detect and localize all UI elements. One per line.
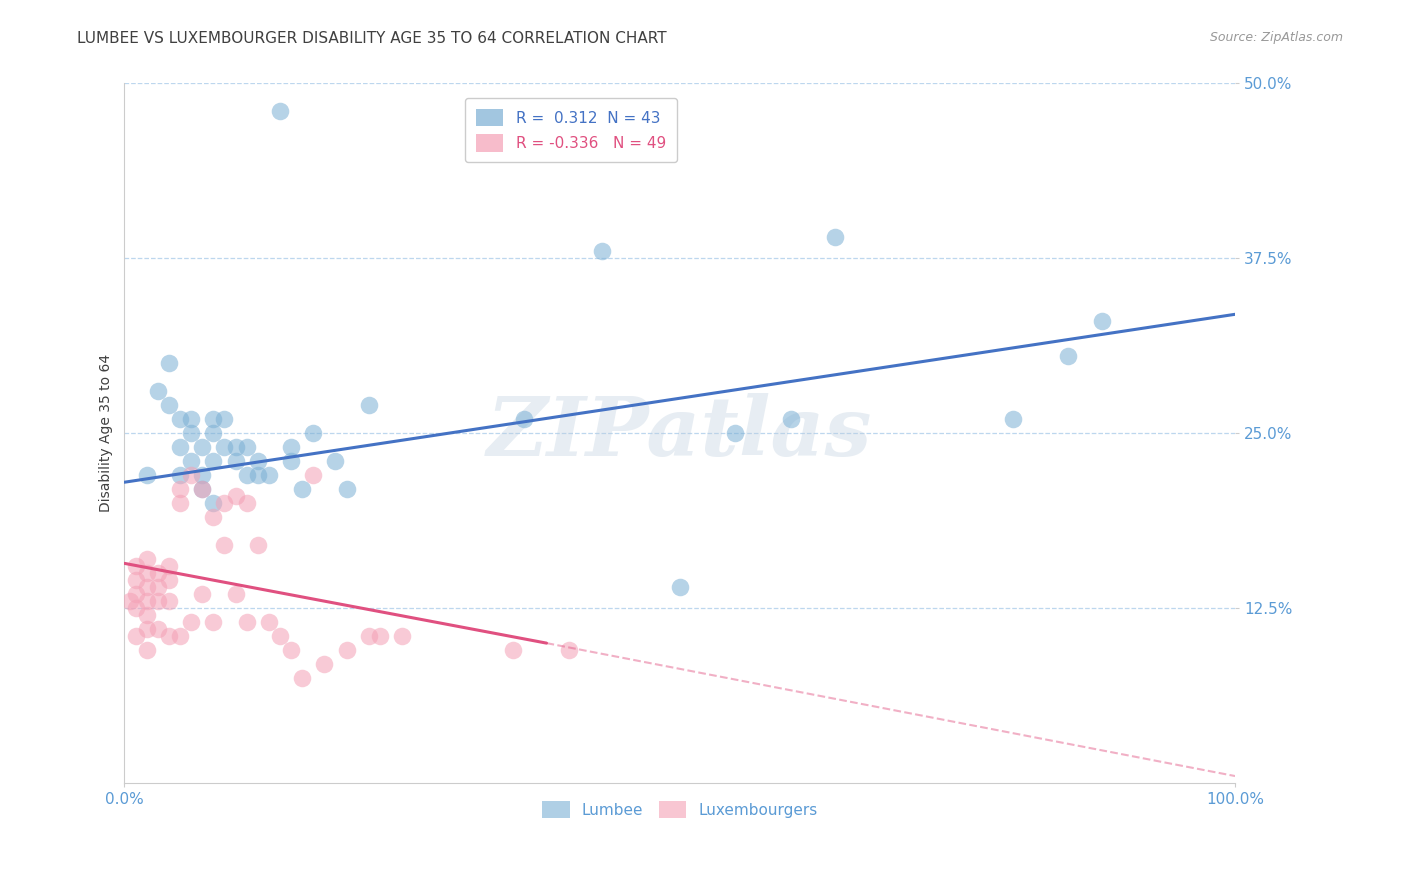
Point (557, 643, 579, 657)
Point (302, 426, 325, 441)
Point (135, 566, 157, 581)
Point (124, 559, 146, 574)
Point (357, 398, 380, 412)
Point (225, 454, 247, 468)
Point (257, 615, 280, 629)
Point (246, 538, 269, 552)
Point (157, 559, 180, 574)
Point (169, 468, 191, 483)
Point (246, 468, 269, 483)
Point (779, 412, 801, 426)
Text: Source: ZipAtlas.com: Source: ZipAtlas.com (1209, 31, 1343, 45)
Point (146, 384, 169, 399)
Point (668, 580, 690, 594)
Point (824, 230, 846, 244)
Text: ZIPatlas: ZIPatlas (486, 393, 873, 474)
Point (135, 580, 157, 594)
Point (391, 629, 413, 643)
Point (269, 629, 291, 643)
Point (118, 594, 141, 608)
Point (246, 454, 269, 468)
Point (302, 468, 325, 483)
Point (157, 594, 180, 608)
Point (169, 629, 191, 643)
Point (202, 454, 225, 468)
Point (180, 468, 202, 483)
Point (257, 468, 280, 483)
Point (124, 601, 146, 615)
Point (146, 580, 169, 594)
Point (169, 482, 191, 496)
Text: LUMBEE VS LUXEMBOURGER DISABILITY AGE 35 TO 64 CORRELATION CHART: LUMBEE VS LUXEMBOURGER DISABILITY AGE 35… (77, 31, 666, 46)
Point (502, 643, 524, 657)
Point (225, 489, 247, 503)
Point (225, 587, 247, 601)
Point (336, 482, 359, 496)
Point (191, 482, 214, 496)
Point (169, 496, 191, 510)
Point (191, 587, 214, 601)
Point (191, 440, 214, 454)
Point (180, 615, 202, 629)
Point (135, 594, 157, 608)
Point (1001, 412, 1024, 426)
Point (291, 671, 314, 685)
Point (146, 622, 169, 636)
Point (180, 412, 202, 426)
Point (214, 412, 236, 426)
Point (1057, 349, 1080, 363)
Point (314, 657, 336, 672)
Point (180, 426, 202, 441)
Point (225, 440, 247, 454)
Point (157, 573, 180, 587)
Point (513, 412, 536, 426)
Point (135, 608, 157, 623)
Point (291, 482, 314, 496)
Point (280, 643, 302, 657)
Point (157, 629, 180, 643)
Point (214, 538, 236, 552)
Point (591, 244, 613, 259)
Point (169, 412, 191, 426)
Point (124, 587, 146, 601)
Point (202, 426, 225, 441)
Point (146, 594, 169, 608)
Point (214, 496, 236, 510)
Point (202, 496, 225, 510)
Point (235, 496, 257, 510)
Point (135, 468, 157, 483)
Y-axis label: Disability Age 35 to 64: Disability Age 35 to 64 (100, 354, 114, 512)
Point (202, 510, 225, 524)
Point (280, 440, 302, 454)
Point (124, 573, 146, 587)
Point (191, 468, 214, 483)
Point (169, 440, 191, 454)
Point (135, 643, 157, 657)
Point (135, 552, 157, 566)
Point (135, 622, 157, 636)
Point (214, 440, 236, 454)
Legend: Lumbee, Luxembourgers: Lumbee, Luxembourgers (536, 795, 824, 824)
Point (368, 629, 391, 643)
Point (336, 643, 359, 657)
Point (724, 426, 747, 441)
Point (325, 454, 347, 468)
Point (157, 398, 180, 412)
Point (1091, 314, 1114, 328)
Point (191, 482, 214, 496)
Point (280, 454, 302, 468)
Point (202, 412, 225, 426)
Point (124, 629, 146, 643)
Point (357, 629, 380, 643)
Point (235, 468, 257, 483)
Point (202, 615, 225, 629)
Point (235, 440, 257, 454)
Point (157, 356, 180, 370)
Point (235, 615, 257, 629)
Point (269, 104, 291, 119)
Point (180, 454, 202, 468)
Point (146, 566, 169, 581)
